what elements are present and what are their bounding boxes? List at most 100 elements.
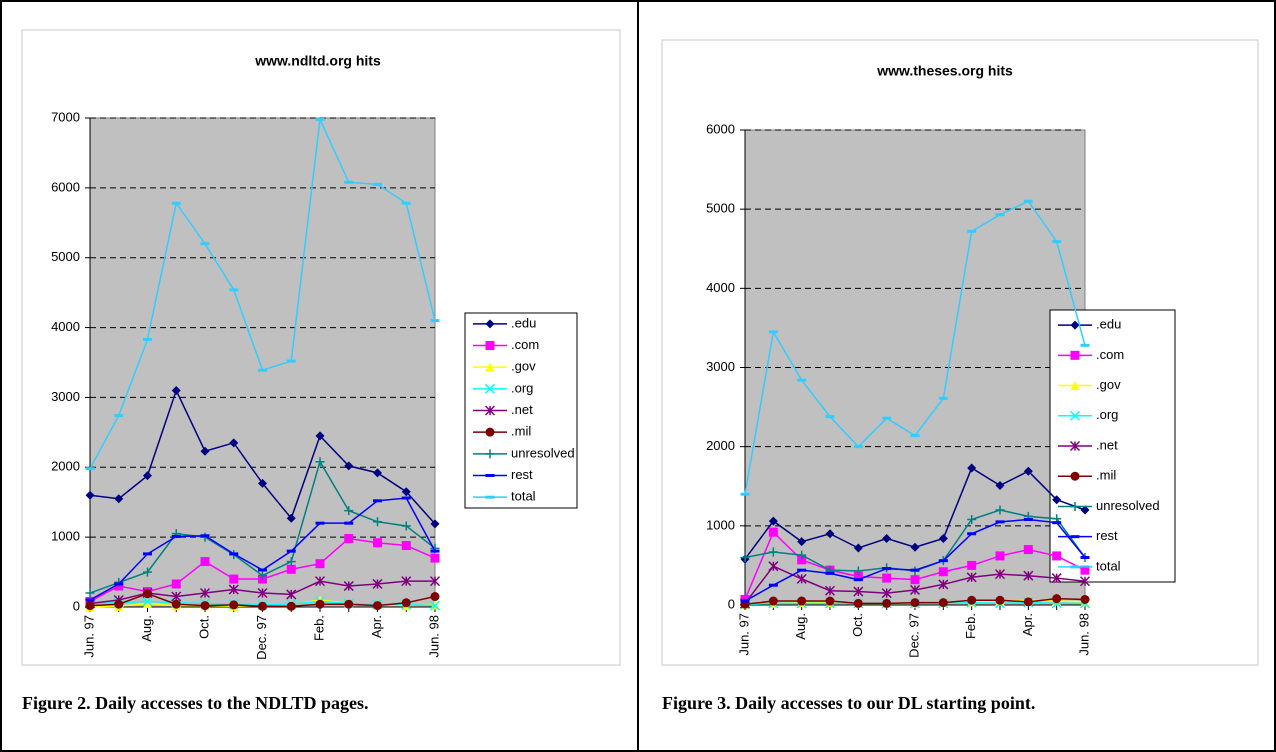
point [315, 431, 325, 441]
point [171, 579, 181, 589]
point [229, 438, 239, 448]
point [401, 598, 411, 608]
y-tick-label: 1000 [706, 517, 735, 532]
point [1052, 551, 1062, 561]
point [768, 596, 778, 606]
point [1080, 505, 1090, 515]
y-tick-label: 1000 [51, 529, 80, 544]
legend-label: .net [511, 402, 533, 417]
point [171, 591, 182, 602]
legend-label: .com [511, 337, 539, 352]
point [142, 596, 153, 607]
point [797, 555, 807, 565]
x-tick-label: Jun. 98 [1076, 613, 1091, 656]
y-tick-label: 2000 [706, 438, 735, 453]
point [200, 446, 210, 456]
point [85, 601, 95, 611]
point [853, 543, 863, 553]
legend-marker [484, 405, 496, 416]
point [995, 551, 1005, 561]
point [1052, 495, 1062, 505]
y-tick-label: 4000 [706, 280, 735, 295]
point [85, 490, 95, 500]
point [286, 557, 296, 567]
plot-area [89, 117, 436, 608]
point [882, 598, 892, 608]
point [401, 541, 411, 551]
point [401, 487, 411, 497]
x-tick-label: Jun. 97 [736, 613, 751, 656]
point [85, 588, 95, 598]
y-tick-label: 4000 [51, 319, 80, 334]
point [171, 385, 181, 395]
point [430, 553, 440, 563]
x-tick-label: Feb. [963, 613, 978, 639]
point [853, 598, 863, 608]
legend-marker [485, 449, 495, 459]
point [286, 601, 296, 611]
point [853, 566, 863, 576]
point [373, 468, 382, 478]
point [229, 574, 239, 584]
legend-marker [1069, 440, 1081, 452]
caption: Figure 2. Daily accesses to the NDLTD pa… [22, 693, 368, 713]
y-tick-label: 0 [73, 598, 80, 613]
point [909, 584, 921, 595]
x-tick-label: Oct. [850, 613, 865, 637]
point [373, 538, 382, 548]
point [882, 573, 892, 583]
y-tick-label: 3000 [51, 389, 80, 404]
point [995, 480, 1005, 490]
legend-label: .org [1096, 407, 1118, 422]
chart-title: www.theses.org hits [876, 63, 1013, 79]
point [796, 573, 807, 584]
point [229, 600, 239, 610]
point [1051, 573, 1062, 584]
point [910, 598, 920, 608]
point [315, 599, 325, 609]
point [200, 557, 210, 567]
point [344, 599, 354, 609]
x-tick-label: Aug. [793, 613, 808, 640]
point [882, 534, 892, 543]
point [994, 569, 1006, 580]
point [143, 599, 152, 609]
point [1023, 466, 1033, 476]
legend-label: rest [511, 467, 533, 482]
legend-marker [484, 383, 496, 394]
point [314, 576, 326, 587]
point [286, 589, 297, 600]
point [797, 537, 807, 547]
point [797, 550, 807, 560]
legend-label: .gov [511, 359, 536, 374]
legend-label: total [1096, 558, 1121, 573]
legend-label: .edu [511, 315, 536, 330]
legend-label: .mil [1096, 468, 1116, 483]
point [881, 588, 892, 599]
point [938, 567, 948, 577]
point [768, 561, 779, 572]
x-tick-label: Jun. 98 [426, 615, 441, 658]
y-tick-label: 5000 [51, 249, 80, 264]
legend-label: total [511, 489, 536, 504]
point [1080, 594, 1090, 604]
point [768, 547, 778, 557]
legend-marker [485, 362, 495, 372]
x-tick-label: Apr. [369, 615, 384, 638]
point [344, 506, 354, 516]
point [910, 575, 920, 585]
point [114, 494, 124, 504]
point [286, 564, 296, 574]
point [1023, 597, 1033, 607]
point [372, 578, 383, 589]
point [258, 571, 267, 581]
y-tick-label: 6000 [51, 179, 80, 194]
point [429, 576, 441, 587]
point [343, 581, 354, 592]
legend-label: unresolved [1096, 498, 1160, 513]
legend-label: unresolved [511, 445, 575, 460]
point [938, 598, 948, 608]
chart-title: www.ndltd.org hits [254, 53, 381, 69]
point [853, 586, 864, 597]
